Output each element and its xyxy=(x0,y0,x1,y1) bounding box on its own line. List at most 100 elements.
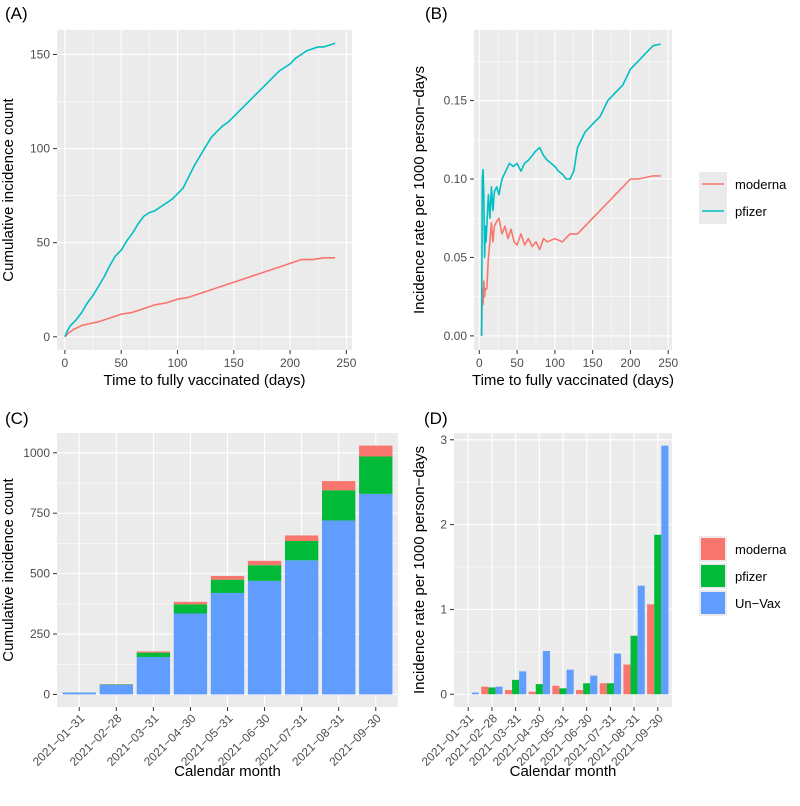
bar-moderna xyxy=(359,445,393,457)
bar-pfizer xyxy=(247,565,282,581)
x-tick-label: 100 xyxy=(167,356,187,370)
x-tick-label: 200 xyxy=(280,356,300,370)
y-tick-label: 0.00 xyxy=(444,329,468,343)
bar-pfizer xyxy=(173,604,208,614)
y-tick-label: 3 xyxy=(440,433,447,447)
y-tick-label: 1000 xyxy=(23,446,50,460)
y-tick-label: 0.05 xyxy=(444,250,468,264)
bar-Un−Vax xyxy=(590,675,598,695)
y-tick-label: 1 xyxy=(440,602,447,616)
legend-label-moderna: moderna xyxy=(735,542,787,557)
bar-moderna xyxy=(247,560,282,566)
bar-pfizer xyxy=(359,456,393,494)
bar-moderna xyxy=(552,685,560,695)
bar-Un−Vax xyxy=(210,592,245,695)
bar-Un−Vax xyxy=(495,686,503,695)
x-tick-label: 50 xyxy=(510,356,524,370)
y-tick-label: 750 xyxy=(30,506,50,520)
y-tick-label: 0 xyxy=(43,330,50,344)
y-tick-label: 500 xyxy=(30,567,50,581)
legend-label-pfizer: pfizer xyxy=(735,569,767,584)
bar-pfizer xyxy=(630,635,638,695)
x-axis-title: Calendar month xyxy=(174,763,281,780)
bar-pfizer xyxy=(210,579,245,593)
bar-pfizer xyxy=(583,683,591,695)
bar-Un−Vax xyxy=(519,671,527,695)
x-tick-label: 250 xyxy=(658,356,678,370)
x-tick-label: 250 xyxy=(336,356,356,370)
plot-panel-0 xyxy=(57,30,352,350)
panel-label: (C) xyxy=(5,409,29,428)
legend-key-moderna xyxy=(701,538,725,560)
y-axis-title: Incidence rate per 1000 person−days xyxy=(411,446,428,694)
series-line-pfizer xyxy=(64,42,336,338)
bar-pfizer xyxy=(284,541,319,561)
panel-label: (A) xyxy=(5,4,28,23)
bar-moderna xyxy=(210,576,245,580)
bar-pfizer xyxy=(535,684,543,695)
bar-Un−Vax xyxy=(566,669,574,695)
bar-Un−Vax xyxy=(613,653,622,695)
x-axis-title: Time to fully vaccinated (days) xyxy=(103,372,305,389)
bar-moderna xyxy=(173,601,208,605)
legend-key-pfizer xyxy=(701,565,725,587)
bar-Un−Vax xyxy=(247,580,282,695)
bar-moderna xyxy=(284,535,319,542)
bar-Un−Vax xyxy=(99,684,133,695)
bar-moderna xyxy=(481,686,489,695)
bar-pfizer xyxy=(136,652,171,657)
series-line-pfizer xyxy=(480,43,661,336)
bar-Un−Vax xyxy=(359,493,393,695)
legend-label-pfizer: pfizer xyxy=(735,204,767,219)
x-axis-title: Time to fully vaccinated (days) xyxy=(472,372,674,389)
bar-Un−Vax xyxy=(62,692,96,695)
bar-Un−Vax xyxy=(542,651,550,695)
bar-Un−Vax xyxy=(284,560,319,695)
series-line-moderna xyxy=(480,175,661,336)
x-tick-label: 50 xyxy=(114,356,128,370)
y-tick-label: 0 xyxy=(43,687,50,701)
y-tick-label: 2 xyxy=(440,518,447,532)
x-tick-label: 100 xyxy=(545,356,565,370)
y-tick-label: 50 xyxy=(37,236,51,250)
bar-Un−Vax xyxy=(471,692,479,695)
x-tick-label: 150 xyxy=(224,356,244,370)
series-line-moderna xyxy=(64,257,336,338)
y-tick-label: 150 xyxy=(30,47,50,61)
panel-label: (B) xyxy=(425,4,448,23)
bar-moderna xyxy=(576,690,584,695)
bar-Un−Vax xyxy=(661,445,669,695)
bar-Un−Vax xyxy=(173,613,208,695)
panel-label: (D) xyxy=(424,409,448,428)
x-tick-label: 200 xyxy=(620,356,640,370)
x-tick-label: 0 xyxy=(476,356,483,370)
bar-pfizer xyxy=(322,490,356,521)
bar-moderna xyxy=(136,651,171,653)
legend-key-panel xyxy=(699,172,727,224)
y-tick-label: 100 xyxy=(30,142,50,156)
legend-label-Un−Vax: Un−Vax xyxy=(735,596,781,611)
bar-moderna xyxy=(647,604,655,695)
legend-key-Un−Vax xyxy=(701,592,725,614)
x-axis-title: Calendar month xyxy=(510,763,617,780)
bar-moderna xyxy=(528,691,536,695)
plot-panel-1 xyxy=(474,30,672,350)
bar-moderna xyxy=(599,683,607,695)
bar-pfizer xyxy=(606,683,614,695)
bar-moderna xyxy=(623,664,631,695)
bar-Un−Vax xyxy=(322,520,356,695)
bar-pfizer xyxy=(654,534,662,695)
y-tick-label: 0 xyxy=(440,687,447,701)
y-axis-title: Cumulative incidence count xyxy=(0,97,17,281)
y-tick-label: 250 xyxy=(30,627,50,641)
bar-moderna xyxy=(504,690,513,695)
x-tick-label: 0 xyxy=(62,356,69,370)
y-axis-title: Incidence rate per 1000 person−days xyxy=(411,66,428,314)
y-tick-label: 0.15 xyxy=(444,94,468,108)
bar-Un−Vax xyxy=(637,585,645,695)
y-tick-label: 0.10 xyxy=(444,172,468,186)
legend-label-moderna: moderna xyxy=(735,177,787,192)
bar-pfizer xyxy=(559,688,567,695)
bar-Un−Vax xyxy=(136,656,171,695)
